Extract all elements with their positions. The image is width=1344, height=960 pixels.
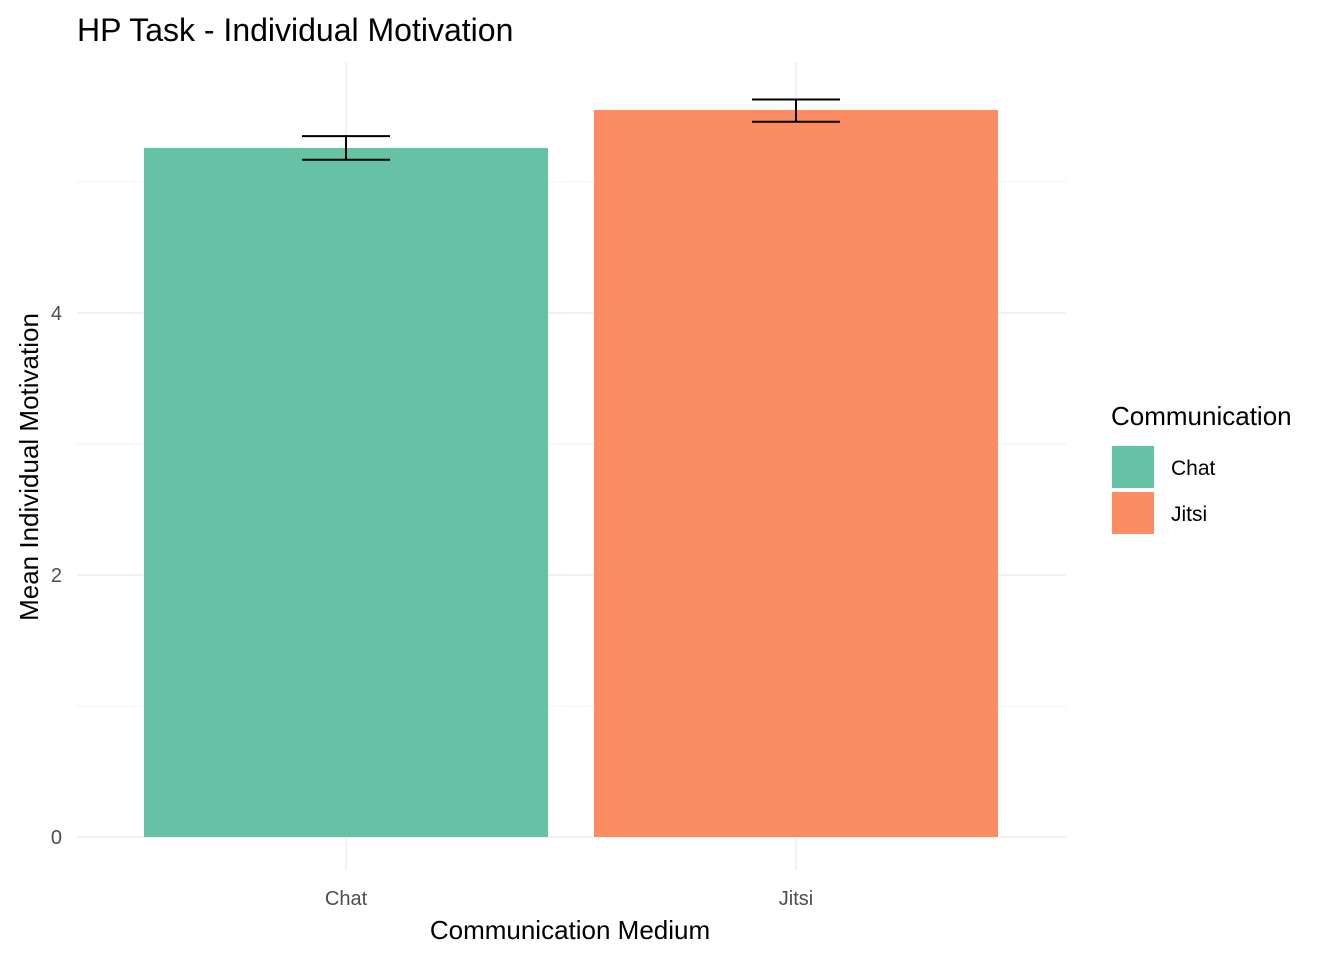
error-bars bbox=[302, 98, 840, 161]
x-axis-title: Communication Medium bbox=[430, 915, 710, 945]
legend-swatch-chat bbox=[1112, 446, 1154, 488]
bar-chat bbox=[144, 147, 548, 837]
y-axis-title: Mean Individual Motivation bbox=[14, 313, 44, 621]
y-tick-label: 2 bbox=[51, 565, 62, 587]
x-tick-label: Jitsi bbox=[779, 888, 813, 910]
legend: Communication Chat Jitsi bbox=[1111, 401, 1292, 534]
x-tick-label: Chat bbox=[325, 888, 368, 910]
legend-label-chat: Chat bbox=[1171, 457, 1216, 480]
y-tick-label: 4 bbox=[51, 303, 62, 325]
x-axis-ticks: Chat Jitsi bbox=[325, 888, 813, 910]
y-tick-label: 0 bbox=[51, 827, 62, 849]
error-bar-chat bbox=[302, 135, 390, 161]
chart-title: HP Task - Individual Motivation bbox=[77, 12, 513, 48]
legend-label-jitsi: Jitsi bbox=[1171, 503, 1207, 526]
bar-jitsi bbox=[594, 109, 998, 837]
bars bbox=[144, 109, 998, 837]
y-axis-ticks: 0 2 4 bbox=[51, 303, 62, 849]
legend-swatch-jitsi bbox=[1112, 492, 1154, 534]
legend-title: Communication bbox=[1111, 401, 1292, 431]
error-bar-jitsi bbox=[752, 98, 840, 123]
